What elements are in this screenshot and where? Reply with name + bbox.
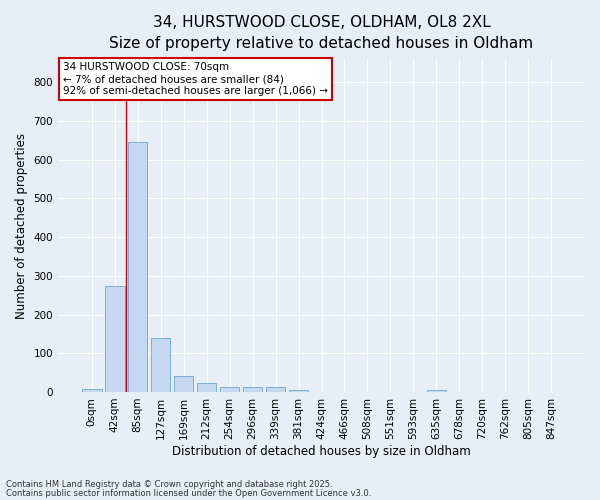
Bar (427, 390, 446, 392)
X-axis label: Distribution of detached houses by size in Oldham: Distribution of detached houses by size … (172, 444, 471, 458)
Text: Contains HM Land Registry data © Crown copyright and database right 2025.: Contains HM Land Registry data © Crown c… (6, 480, 332, 489)
Bar (220, 386, 239, 392)
Bar (197, 384, 217, 392)
Bar (128, 142, 148, 392)
Bar (105, 286, 125, 392)
Bar (82, 389, 101, 392)
Text: Contains public sector information licensed under the Open Government Licence v3: Contains public sector information licen… (6, 488, 371, 498)
Bar (289, 390, 308, 392)
Bar (243, 387, 262, 392)
Title: 34, HURSTWOOD CLOSE, OLDHAM, OL8 2XL
Size of property relative to detached house: 34, HURSTWOOD CLOSE, OLDHAM, OL8 2XL Siz… (109, 15, 533, 51)
Bar (174, 376, 193, 392)
Y-axis label: Number of detached properties: Number of detached properties (15, 132, 28, 318)
Text: 34 HURSTWOOD CLOSE: 70sqm
← 7% of detached houses are smaller (84)
92% of semi-d: 34 HURSTWOOD CLOSE: 70sqm ← 7% of detach… (64, 62, 328, 96)
Bar (266, 388, 286, 392)
Bar (151, 338, 170, 392)
